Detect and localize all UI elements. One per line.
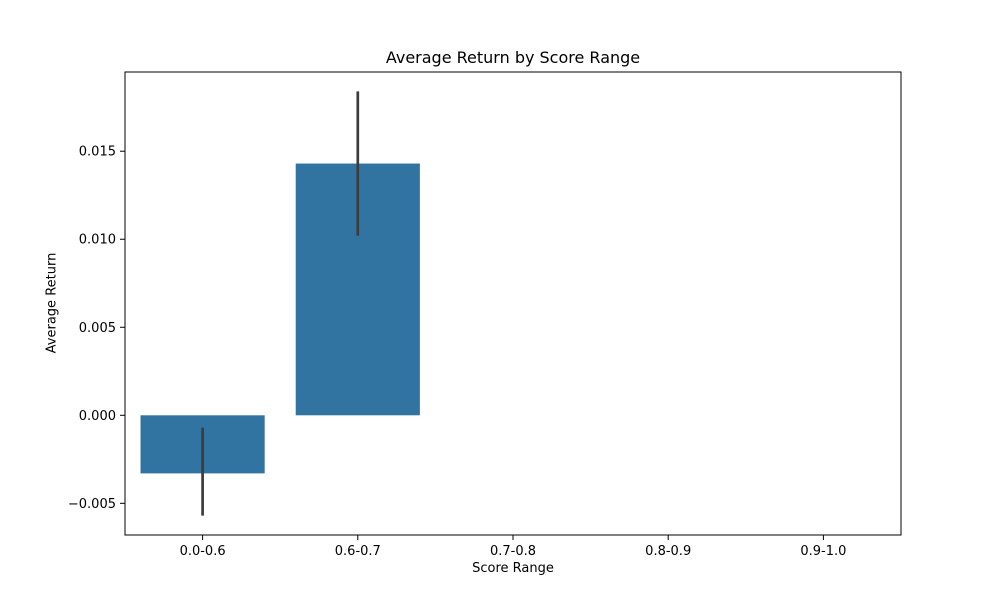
chart-title: Average Return by Score Range xyxy=(385,48,641,67)
y-tick-label: 0.010 xyxy=(79,233,116,248)
x-tick-label: 0.0-0.6 xyxy=(180,544,226,559)
x-axis-label: Score Range xyxy=(472,561,554,576)
x-tick-label: 0.6-0.7 xyxy=(335,544,381,559)
x-tick-label: 0.8-0.9 xyxy=(645,544,691,559)
y-tick-label: 0.015 xyxy=(79,145,116,160)
y-tick-label: 0.005 xyxy=(79,321,116,336)
x-tick-label: 0.9-1.0 xyxy=(800,544,846,559)
x-tick-label: 0.7-0.8 xyxy=(490,544,536,559)
y-axis-label: Average Return xyxy=(44,252,60,354)
y-tick-label: −0.005 xyxy=(68,497,116,512)
y-tick-label: 0.000 xyxy=(79,409,116,424)
